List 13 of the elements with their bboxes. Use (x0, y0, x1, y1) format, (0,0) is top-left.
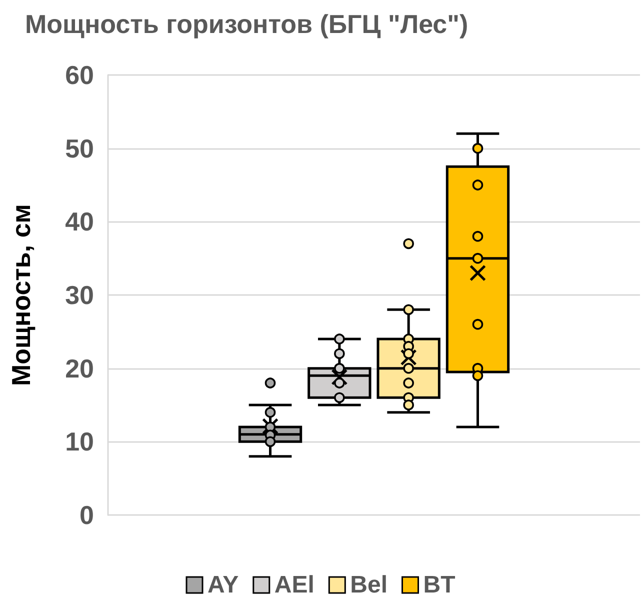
y-tick-label: 20 (65, 353, 94, 384)
legend-label: AEl (274, 572, 314, 598)
y-tick-label: 10 (65, 426, 94, 457)
y-tick-label: 50 (65, 133, 94, 164)
y-axis-title: Мощность, см (6, 204, 36, 386)
chart-title: Мощность горизонтов (БГЦ "Лес") (25, 9, 468, 39)
legend-label: BT (423, 572, 456, 598)
legend-label: Bel (350, 572, 388, 598)
y-tick-label: 30 (65, 280, 94, 310)
legend-label: AY (208, 572, 239, 598)
y-tick-label: 0 (80, 500, 94, 530)
y-tick-label: 60 (65, 60, 94, 90)
y-tick-label: 40 (65, 206, 94, 237)
